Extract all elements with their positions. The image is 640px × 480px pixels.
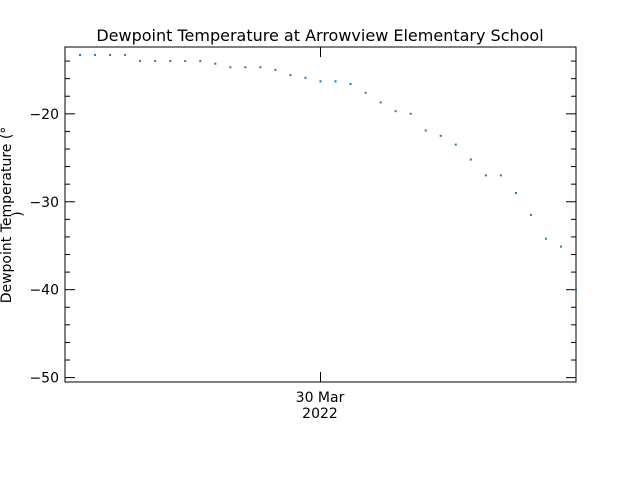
data-point: [139, 60, 142, 63]
data-point: [529, 213, 532, 216]
data-point: [184, 60, 187, 63]
y-tick-label: −50: [29, 371, 59, 387]
data-point: [199, 60, 202, 63]
data-point: [334, 80, 337, 83]
data-point: [559, 245, 562, 248]
data-point: [229, 66, 232, 69]
y-axis-label-continuation: ): [10, 211, 26, 216]
data-point: [124, 53, 127, 56]
plot-frame: [64, 46, 577, 383]
data-point: [274, 68, 277, 71]
x-tick-label-date: 30 Mar: [296, 390, 345, 406]
data-point: [469, 158, 472, 161]
data-point: [575, 288, 577, 291]
data-point: [244, 66, 247, 69]
data-point: [394, 110, 397, 113]
data-point: [544, 237, 547, 240]
data-point: [499, 174, 502, 177]
data-point: [79, 53, 82, 56]
y-axis-tick-labels: −50 −40 −30 −20: [29, 107, 59, 387]
data-point: [259, 66, 262, 69]
data-point: [289, 74, 292, 77]
chart-title: Dewpoint Temperature at Arrowview Elemen…: [96, 26, 543, 45]
data-point: [379, 101, 382, 104]
y-tick-label: −40: [29, 283, 59, 299]
y-tick-label: −30: [29, 195, 59, 211]
data-point: [454, 143, 457, 146]
data-point: [304, 76, 307, 79]
data-point: [409, 112, 412, 115]
data-point: [484, 174, 487, 177]
data-point: [214, 62, 217, 65]
data-point: [94, 53, 97, 56]
data-points: [79, 53, 577, 291]
data-point: [169, 60, 172, 63]
data-point: [319, 80, 322, 83]
data-point: [349, 82, 352, 85]
y-axis-ticks: [65, 60, 576, 379]
data-point: [424, 129, 427, 132]
data-point: [364, 91, 367, 94]
data-point: [109, 53, 112, 56]
data-point: [514, 191, 517, 194]
x-tick-label-year: 2022: [302, 406, 338, 422]
y-axis-label: Dewpoint Temperature (°: [0, 127, 15, 304]
data-point: [439, 134, 442, 137]
data-point: [154, 60, 157, 63]
y-tick-label: −20: [29, 107, 59, 123]
